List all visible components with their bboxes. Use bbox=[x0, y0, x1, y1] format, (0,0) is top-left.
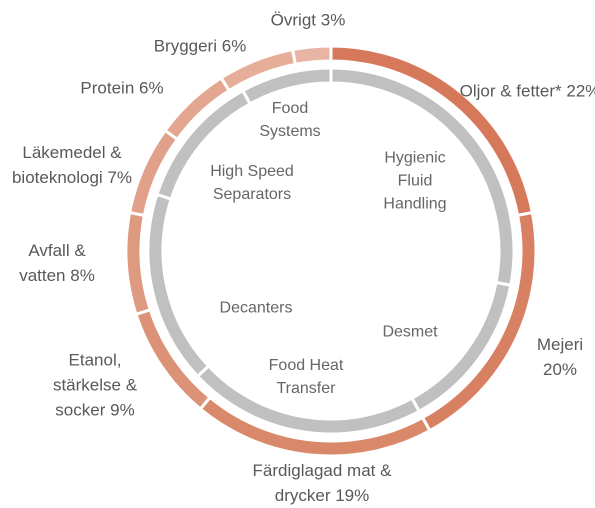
segment-label: Avfall & vatten 8% bbox=[17, 238, 97, 288]
value-label: 3% bbox=[320, 10, 346, 30]
category-label: Avfall & vatten bbox=[19, 241, 86, 285]
category-label: Etanol, stärkelse & socker bbox=[52, 350, 138, 420]
value-label: 7% bbox=[107, 168, 133, 187]
inner-segment bbox=[240, 66, 333, 106]
value-label: 6% bbox=[139, 78, 164, 98]
inner-category-label: Hygienic Fluid Handling bbox=[383, 149, 447, 213]
inner-category-label: Decanters bbox=[219, 299, 293, 317]
outer-segment bbox=[290, 44, 333, 67]
value-label: 22% bbox=[566, 81, 595, 101]
segment-label: Läkemedel & bioteknologi 7% bbox=[10, 140, 135, 190]
inner-label: Desmet bbox=[370, 321, 450, 344]
inner-category-label: Food Heat Transfer bbox=[268, 357, 344, 397]
segment-label: Övrigt 3% bbox=[253, 8, 363, 33]
category-label: Färdiglagad mat & drycker bbox=[252, 461, 392, 505]
outer-segment bbox=[124, 210, 153, 317]
segment-label: Bryggeri 6% bbox=[135, 34, 265, 59]
category-label: Bryggeri bbox=[153, 36, 217, 56]
segment-label: Protein 6% bbox=[62, 76, 182, 101]
value-label: 19% bbox=[335, 486, 370, 505]
inner-label: Hygienic Fluid Handling bbox=[365, 147, 465, 216]
category-label: Läkemedel & bioteknologi bbox=[11, 143, 122, 187]
segment-label: Oljor & fetter* 22% bbox=[455, 79, 595, 104]
category-label: Protein bbox=[80, 78, 135, 98]
value-label: 9% bbox=[110, 400, 135, 420]
value-label: 8% bbox=[70, 266, 95, 285]
category-label: Oljor & fetter* bbox=[459, 81, 562, 101]
value-label: 20% bbox=[542, 360, 578, 379]
inner-category-label: Desmet bbox=[382, 323, 438, 341]
value-label: 6% bbox=[221, 36, 247, 56]
inner-label: Food Systems bbox=[245, 97, 335, 143]
category-label: Övrigt bbox=[270, 10, 317, 30]
inner-category-label: Food Systems bbox=[259, 100, 321, 140]
inner-label: High Speed Separators bbox=[192, 160, 312, 206]
segment-label: Mejeri 20% bbox=[525, 332, 595, 382]
segment-label: Etanol, stärkelse & socker 9% bbox=[45, 348, 145, 423]
inner-label: Food Heat Transfer bbox=[256, 354, 356, 400]
segment-label: Färdiglagad mat & drycker 19% bbox=[232, 458, 412, 508]
category-label: Mejeri bbox=[536, 335, 584, 354]
inner-category-label: High Speed Separators bbox=[210, 163, 294, 203]
inner-label: Decanters bbox=[206, 297, 306, 320]
